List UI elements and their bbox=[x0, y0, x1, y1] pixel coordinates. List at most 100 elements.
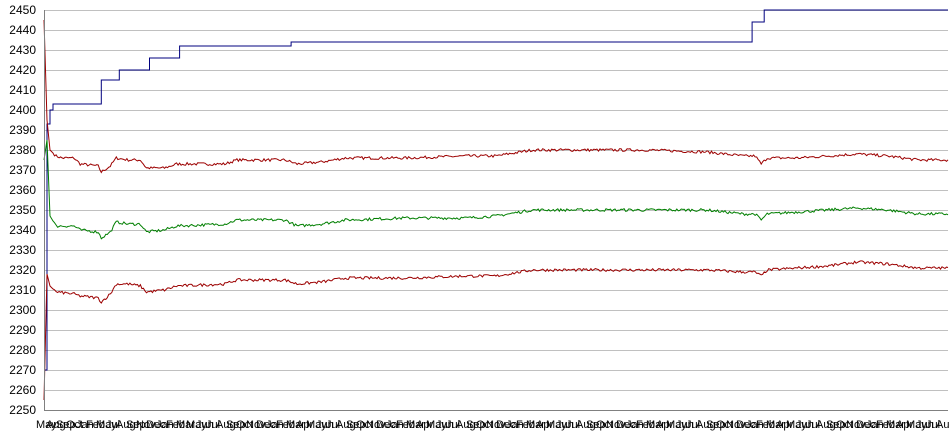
x-tick-label: Jun bbox=[316, 419, 334, 431]
y-tick-label: 2260 bbox=[9, 383, 36, 397]
y-tick-label: 2430 bbox=[9, 43, 36, 57]
x-tick-label: Jul bbox=[446, 419, 460, 431]
x-tick-label: Apr bbox=[896, 419, 913, 431]
x-tick-label: Jan bbox=[626, 419, 644, 431]
x-tick-label: Jul bbox=[206, 419, 220, 431]
x-tick-label: Nov bbox=[366, 419, 386, 431]
y-tick-label: 2360 bbox=[9, 183, 36, 197]
x-tick-label: Apr bbox=[656, 419, 673, 431]
y-tick-label: 2250 bbox=[9, 403, 36, 417]
x-tick-label: Sep bbox=[586, 419, 606, 431]
y-tick-label: 2420 bbox=[9, 63, 36, 77]
x-tick-label: Oct bbox=[356, 419, 373, 431]
x-tick-label: Aug bbox=[216, 419, 236, 431]
x-tick-label: Oct bbox=[596, 419, 613, 431]
x-tick-label: Jun bbox=[436, 419, 454, 431]
x-tick-label: Nov bbox=[486, 419, 506, 431]
x-tick-label: Oct bbox=[236, 419, 253, 431]
x-tick-label: Aug bbox=[696, 419, 716, 431]
y-tick-label: 2400 bbox=[9, 103, 36, 117]
x-tick-label: Nov bbox=[846, 419, 866, 431]
x-tick-label: Jul bbox=[686, 419, 700, 431]
x-tick-label: Jun bbox=[916, 419, 934, 431]
x-tick-label: Aug bbox=[816, 419, 836, 431]
y-tick-label: 2300 bbox=[9, 303, 36, 317]
x-tick-label: Jul bbox=[326, 419, 340, 431]
series-line-1 bbox=[44, 9, 948, 371]
x-tick-label: Jan bbox=[746, 419, 764, 431]
x-tick-label: Feb bbox=[636, 419, 655, 431]
x-tick-label: Dec bbox=[146, 419, 166, 431]
x-tick-label: Nov bbox=[136, 419, 156, 431]
x-tick-label: Jul bbox=[106, 419, 120, 431]
x-tick-label: May bbox=[96, 419, 117, 431]
x-tick-label: Aug bbox=[336, 419, 356, 431]
y-tick-label: 2290 bbox=[9, 323, 36, 337]
y-tick-label: 2350 bbox=[9, 203, 36, 217]
y-tick-label: 2450 bbox=[9, 3, 36, 17]
x-tick-label: Dec bbox=[856, 419, 876, 431]
x-tick-label: Nov bbox=[606, 419, 626, 431]
x-tick-label: Apr bbox=[416, 419, 433, 431]
x-tick-label: Jan bbox=[266, 419, 284, 431]
x-tick-label: Apr bbox=[776, 419, 793, 431]
x-tick-label: Feb bbox=[276, 419, 295, 431]
x-tick-label: Aug bbox=[456, 419, 476, 431]
x-tick-label: Jan bbox=[76, 419, 94, 431]
x-tick-label: Mar bbox=[176, 419, 195, 431]
y-tick-label: 2410 bbox=[9, 83, 36, 97]
x-tick-label: Jul bbox=[926, 419, 940, 431]
x-tick-label: Dec bbox=[496, 419, 516, 431]
x-tick-labels: MayAugSepOctJanFebMayJulAugSepNovDecJanF… bbox=[36, 419, 950, 431]
x-tick-label: Oct bbox=[476, 419, 493, 431]
x-tick-label: May bbox=[666, 419, 687, 431]
y-tick-label: 2340 bbox=[9, 223, 36, 237]
series-line-3 bbox=[43, 139, 949, 240]
x-tick-label: Apr bbox=[536, 419, 553, 431]
x-tick-label: Feb bbox=[166, 419, 185, 431]
x-tick-label: Dec bbox=[376, 419, 396, 431]
y-tick-label: 2440 bbox=[9, 23, 36, 37]
x-tick-label: Mar bbox=[646, 419, 665, 431]
x-tick-label: Jun bbox=[556, 419, 574, 431]
x-tick-label: Aug bbox=[116, 419, 136, 431]
y-tick-label: 2280 bbox=[9, 343, 36, 357]
x-tick-label: Aug bbox=[576, 419, 596, 431]
x-tick-label: May bbox=[186, 419, 207, 431]
y-tick-label: 2390 bbox=[9, 123, 36, 137]
x-tick-label: Mar bbox=[526, 419, 545, 431]
y-tick-label: 2270 bbox=[9, 363, 36, 377]
x-tick-label: Dec bbox=[256, 419, 276, 431]
x-tick-label: Oct bbox=[716, 419, 733, 431]
x-tick-label: Jan bbox=[386, 419, 404, 431]
x-tick-label: Nov bbox=[726, 419, 746, 431]
x-tick-label: Sep bbox=[346, 419, 366, 431]
axis-layer bbox=[44, 10, 948, 411]
x-tick-label: Sep bbox=[226, 419, 246, 431]
x-tick-label: May bbox=[306, 419, 327, 431]
y-tick-label: 2320 bbox=[9, 263, 36, 277]
x-tick-label: Feb bbox=[396, 419, 415, 431]
x-tick-label: Aug bbox=[936, 419, 950, 431]
x-tick-label: Dec bbox=[736, 419, 756, 431]
y-tick-labels: 2250 2260 2270 2280 2290 2300 2310 2320 2330 2340… bbox=[9, 3, 36, 417]
x-tick-label: Sep bbox=[826, 419, 846, 431]
y-tick-label: 2370 bbox=[9, 163, 36, 177]
x-tick-label: Apr bbox=[296, 419, 313, 431]
y-tick-label: 2330 bbox=[9, 243, 36, 257]
x-tick-label: Jul bbox=[806, 419, 820, 431]
x-tick-label: May bbox=[36, 419, 57, 431]
x-tick-label: Feb bbox=[756, 419, 775, 431]
x-tick-label: Jun bbox=[796, 419, 814, 431]
y-tick-label: 2310 bbox=[9, 283, 36, 297]
x-tick-label: Jan bbox=[506, 419, 524, 431]
x-tick-label: Sep bbox=[56, 419, 76, 431]
x-tick-label: Feb bbox=[516, 419, 535, 431]
x-tick-label: Sep bbox=[706, 419, 726, 431]
x-tick-label: Jun bbox=[196, 419, 214, 431]
series-layer bbox=[43, 9, 949, 401]
x-tick-label: Sep bbox=[466, 419, 486, 431]
y-tick-label: 2380 bbox=[9, 143, 36, 157]
x-tick-label: Dec bbox=[616, 419, 636, 431]
